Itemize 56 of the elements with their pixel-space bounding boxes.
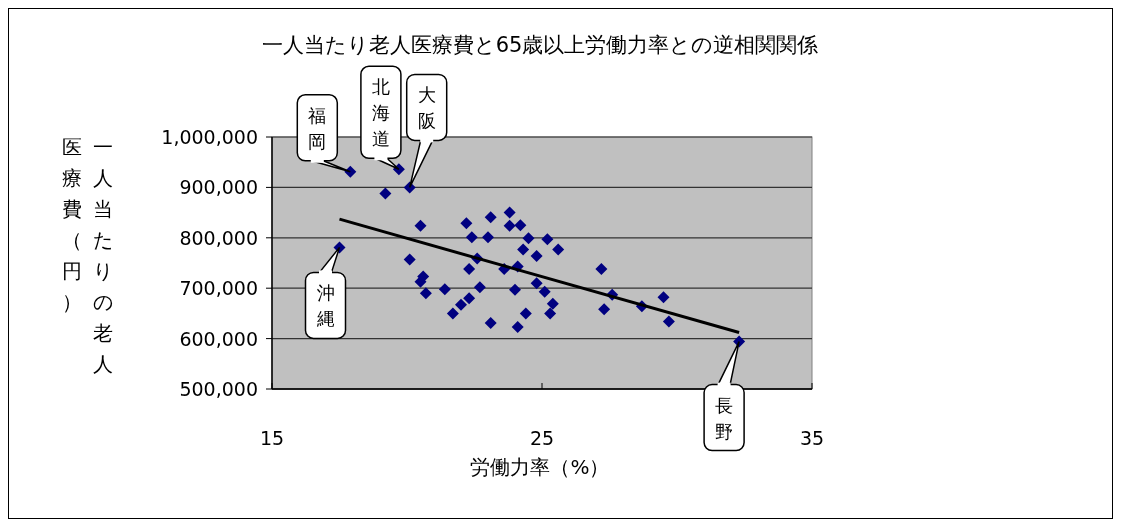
point	[503, 219, 516, 232]
point	[463, 292, 476, 305]
text: 一人当たりの老人医療費（円）	[62, 135, 113, 376]
annotation: 沖縄	[315, 282, 335, 330]
annotation: 大阪	[417, 84, 436, 132]
point	[530, 277, 543, 290]
point	[463, 263, 476, 276]
point	[503, 206, 516, 219]
point	[403, 253, 416, 266]
point	[484, 316, 497, 329]
point	[657, 291, 670, 304]
point	[541, 233, 554, 246]
point	[514, 219, 527, 232]
point	[509, 283, 521, 296]
point	[460, 217, 473, 230]
point	[530, 249, 543, 262]
point	[419, 287, 432, 300]
x-tick-label: 35	[799, 427, 825, 449]
y-tick-label: 800,000	[179, 226, 258, 249]
point	[484, 211, 497, 224]
callout: 長野	[703, 340, 745, 452]
point	[544, 307, 557, 320]
point	[546, 297, 559, 310]
x-tick-label: 15	[259, 427, 285, 449]
point	[379, 187, 392, 200]
y-tick-label: 900,000	[179, 176, 258, 199]
point	[522, 232, 535, 245]
point	[455, 298, 467, 311]
x-tick-label: 25	[529, 427, 555, 449]
callout: 福岡	[296, 94, 352, 173]
y-tick-label: 600,000	[179, 327, 258, 350]
point	[482, 231, 494, 244]
point	[438, 283, 451, 296]
point	[552, 243, 565, 256]
point	[517, 243, 530, 256]
callout: 北海道	[360, 65, 402, 170]
x-axis-title: 労働力率（%）	[470, 455, 610, 479]
point	[595, 263, 608, 276]
point	[414, 219, 427, 232]
point	[662, 315, 675, 328]
y-tick-label: 1,000,000	[161, 126, 258, 148]
point	[446, 307, 459, 320]
annotation: 北海道	[371, 76, 390, 150]
point	[473, 281, 486, 294]
point	[519, 307, 532, 320]
y-tick-label: 500,000	[179, 378, 258, 400]
point	[598, 303, 611, 316]
annotation: 長野	[715, 394, 734, 442]
callout: 沖縄	[304, 246, 347, 340]
annotation: 福岡	[308, 104, 327, 152]
y-tick-label: 700,000	[179, 277, 258, 300]
point	[538, 285, 551, 298]
point	[511, 321, 524, 334]
chart-title: 一人当たり老人医療費と65歳以上労働力率との逆相関関係	[261, 33, 819, 57]
point	[465, 231, 478, 244]
callout: 大阪	[405, 73, 448, 189]
